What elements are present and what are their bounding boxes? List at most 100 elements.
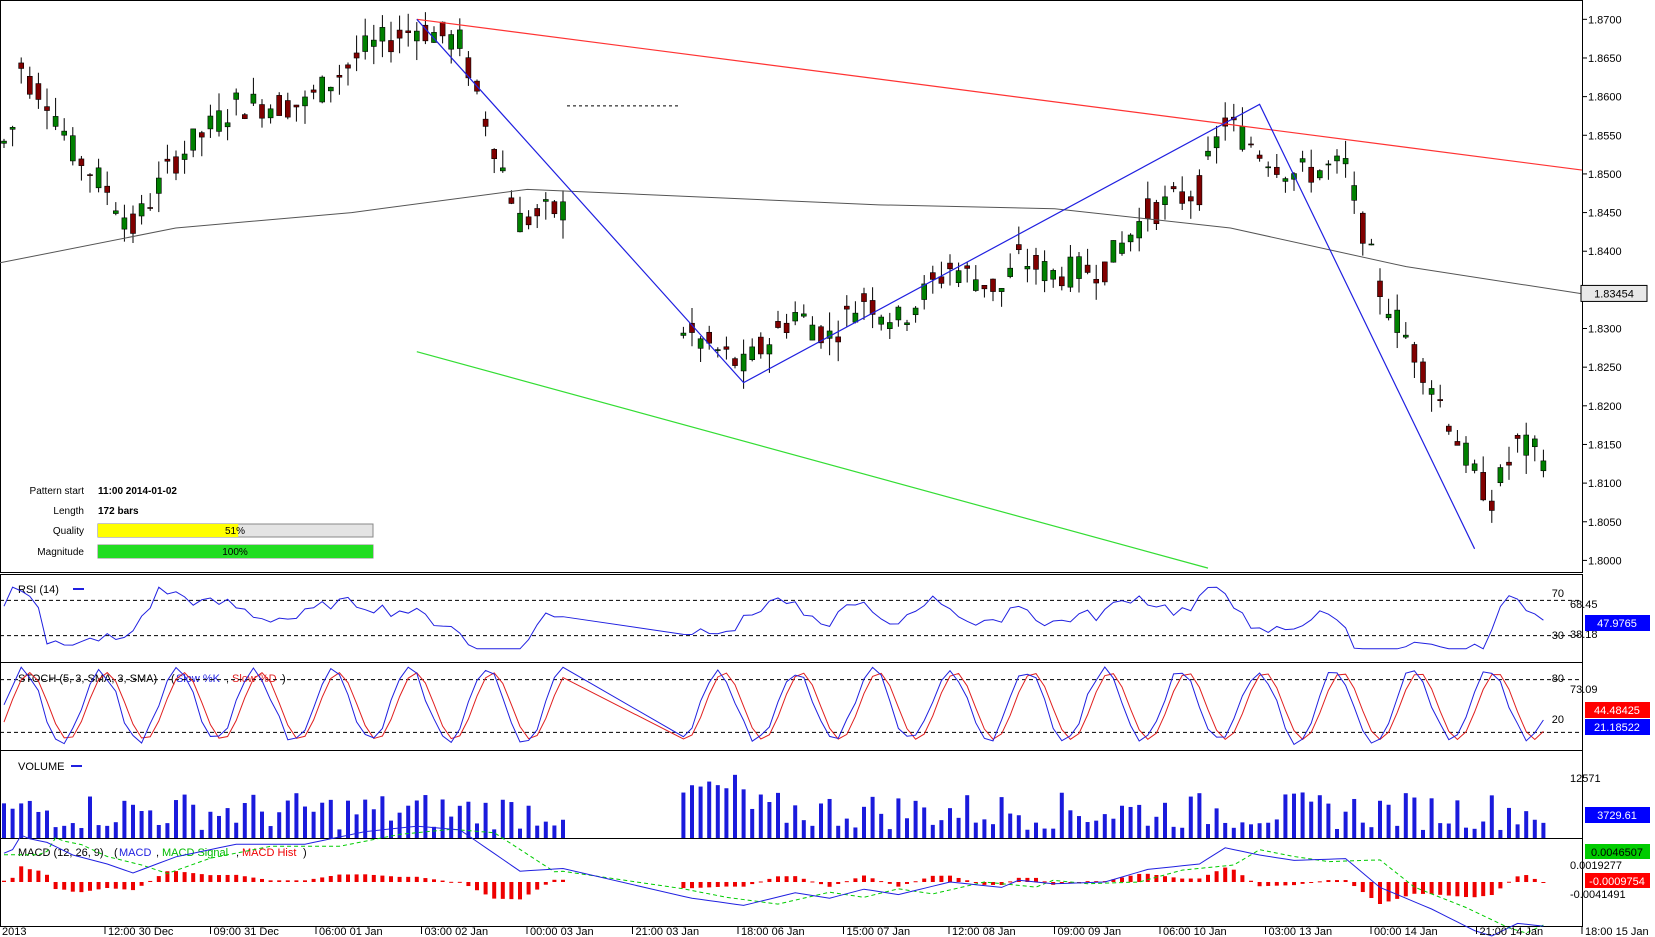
- volume-bar: [475, 823, 479, 838]
- volume-current-value: 3729.61: [1597, 810, 1637, 822]
- candle: [113, 210, 119, 214]
- candle: [1015, 244, 1022, 251]
- volume-bar: [500, 799, 505, 838]
- candle: [525, 216, 532, 226]
- macd-hist-bar: [1464, 882, 1468, 898]
- candle: [362, 35, 369, 52]
- rsi-current-value: 47.9765: [1597, 618, 1637, 630]
- macd-hist-bar: [156, 876, 161, 882]
- volume-bar: [1309, 801, 1314, 838]
- macd-hist-bar: [750, 882, 755, 885]
- zigzag-line: [416, 18, 1476, 550]
- rsi-title: RSI (14): [18, 584, 59, 596]
- macd-lines: [2, 825, 1546, 937]
- macd-hist-bar: [1395, 882, 1400, 899]
- macd-hist-bar: [819, 882, 823, 885]
- macd-hist-bar: [758, 881, 763, 883]
- volume-bar: [1498, 829, 1503, 838]
- volume-bar: [1481, 821, 1486, 838]
- volume-bar: [1214, 808, 1219, 838]
- macd-hist-bar: [1214, 871, 1219, 882]
- volume-bar: [905, 818, 909, 838]
- price-tick-label: 1.8300: [1588, 324, 1622, 336]
- macd-panel: MACD (12, 26, 9) ( MACD , MACD Signal , …: [2, 825, 1650, 937]
- stoch-level-20: 20: [1552, 714, 1564, 726]
- macd-hist-bar: [320, 877, 325, 882]
- stoch-panel: STOCH (5, 3, SMA, 3, SMA) ( Slow %K , Sl…: [0, 666, 1650, 746]
- macd-hist-bar: [105, 882, 110, 888]
- candle: [345, 64, 351, 69]
- volume-bar: [285, 800, 290, 838]
- volume-bar: [767, 802, 772, 838]
- volume-bar: [526, 805, 531, 838]
- candle: [517, 212, 523, 233]
- macd-hist-bar: [380, 875, 385, 882]
- macd-hist-bar: [1231, 869, 1236, 882]
- volume-bar: [354, 814, 359, 838]
- volume-bar: [320, 802, 325, 838]
- candle: [964, 265, 971, 269]
- candle: [138, 203, 145, 217]
- macd-hist-bar: [956, 877, 961, 882]
- panel-frames: [0, 0, 1583, 927]
- stoch-d-value: 21.18522: [1594, 722, 1640, 734]
- stoch-tick: 73.09: [1570, 684, 1598, 696]
- magnitude-bar-fill: [98, 545, 373, 558]
- volume-bar: [1085, 822, 1090, 838]
- quality-label: Quality: [53, 526, 84, 537]
- time-tick-label: 09:00 09 Jan: [1058, 926, 1122, 937]
- volume-bar: [1335, 828, 1339, 838]
- volume-bar: [1094, 820, 1099, 838]
- candle: [379, 27, 386, 42]
- candle: [904, 322, 910, 325]
- volume-bar: [509, 802, 514, 838]
- price-tick-label: 1.8550: [1588, 130, 1622, 142]
- volume-bar: [2, 803, 6, 838]
- candle: [706, 331, 713, 344]
- macd-hist-bar: [1266, 882, 1271, 886]
- macd-hist-bar: [346, 874, 350, 882]
- macd-hist-bar: [698, 882, 703, 888]
- candle: [800, 313, 807, 317]
- volume-bar: [819, 803, 823, 838]
- macd-hist-bar: [1541, 882, 1546, 883]
- macd-hist-bar: [1292, 882, 1296, 886]
- candle: [173, 156, 179, 174]
- candle: [121, 217, 128, 230]
- candle: [766, 344, 773, 355]
- macd-hist-bar: [10, 877, 15, 882]
- candle: [749, 346, 756, 360]
- volume-bar: [793, 805, 798, 838]
- volume-bar: [844, 818, 849, 838]
- candle: [551, 201, 558, 215]
- time-tick-label: 21:00 03 Jan: [636, 926, 700, 937]
- macd-hist-bar: [182, 872, 187, 882]
- macd-hist-bar: [1120, 877, 1124, 882]
- macd-hist-bar: [277, 880, 282, 882]
- candle: [1471, 463, 1478, 471]
- macd-hist-bar: [1197, 878, 1202, 882]
- panel-border: [0, 574, 1583, 663]
- macd-hist-bar: [19, 866, 24, 882]
- candle: [740, 353, 747, 372]
- volume-bar: [406, 805, 411, 838]
- volume-bar: [88, 796, 92, 838]
- price-tick-label: 1.8450: [1588, 208, 1622, 220]
- macd-hist-bar: [879, 881, 884, 883]
- volume-bar: [733, 774, 737, 838]
- candle: [293, 104, 300, 108]
- candle: [18, 62, 25, 69]
- macd-hist-bar: [776, 876, 780, 882]
- candle: [1119, 242, 1125, 254]
- macd-hist-bar: [371, 874, 376, 882]
- candle: [267, 108, 274, 119]
- macd-hist-bar: [285, 880, 290, 882]
- volume-bar: [1507, 807, 1511, 838]
- macd-hist-bar: [870, 878, 875, 882]
- volume-bar: [1171, 826, 1176, 838]
- volume-bar: [1128, 806, 1133, 838]
- volume-bar: [165, 823, 170, 838]
- macd-hist-bar: [88, 882, 92, 891]
- volume-bar: [1541, 822, 1546, 838]
- macd-tick-low: -0.0041491: [1570, 889, 1626, 901]
